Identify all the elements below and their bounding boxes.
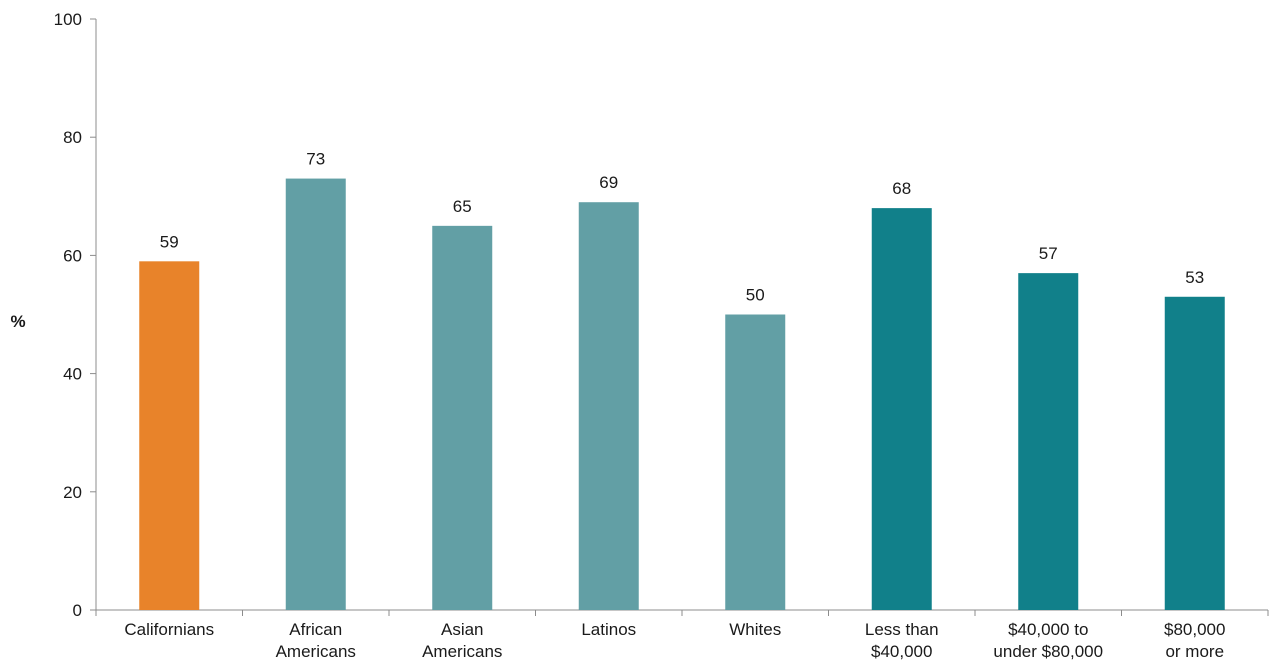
bar <box>871 208 932 610</box>
y-axis-label: % <box>10 312 25 331</box>
category-label: $80,000 or more <box>1164 620 1225 661</box>
category-label: Less than $40,000 <box>865 620 939 661</box>
bar <box>139 261 200 610</box>
category-label: Asian Americans <box>422 620 502 661</box>
category-label: $40,000 to under $80,000 <box>993 620 1103 661</box>
category-label: Latinos <box>581 620 636 639</box>
bar <box>1164 296 1225 610</box>
category-label: Whites <box>729 620 781 639</box>
value-labels-group: 59 73 65 69 50 68 57 53 <box>160 150 1204 305</box>
bar <box>285 178 346 610</box>
bar <box>578 202 639 610</box>
bar <box>725 314 786 610</box>
data-label: 57 <box>1039 244 1058 263</box>
y-tick-label: 60 <box>63 246 82 265</box>
data-label: 53 <box>1185 268 1204 287</box>
data-label: 73 <box>306 150 325 169</box>
y-tick-label: 80 <box>63 128 82 147</box>
category-label: African Americans <box>276 620 356 661</box>
y-tick-label: 100 <box>54 10 82 29</box>
data-label: 68 <box>892 179 911 198</box>
bar <box>1018 273 1079 610</box>
data-label: 59 <box>160 232 179 251</box>
data-label: 65 <box>453 197 472 216</box>
bar <box>432 225 493 610</box>
category-labels-group: Californians African Americans Asian America… <box>124 620 1225 661</box>
data-label: 69 <box>599 173 618 192</box>
category-label: Californians <box>124 620 214 639</box>
y-tick-label: 20 <box>63 483 82 502</box>
y-tick-label: 0 <box>73 601 82 620</box>
data-label: 50 <box>746 286 765 305</box>
y-axis-ticks: 0 20 40 60 80 100 <box>54 10 96 620</box>
y-tick-label: 40 <box>63 365 82 384</box>
x-axis-ticks <box>95 610 1269 616</box>
bars-group <box>139 178 1225 610</box>
